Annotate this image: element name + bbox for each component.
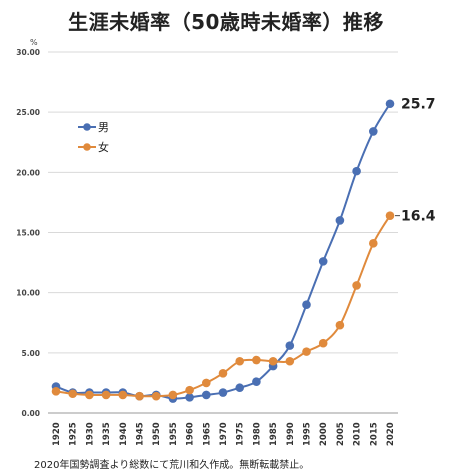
gridlines: [48, 51, 398, 414]
data-point-female: [151, 391, 161, 401]
data-point-male: [235, 383, 244, 393]
y-tick-label: 5.00: [21, 349, 40, 358]
x-tick-label: 1950: [152, 422, 162, 446]
x-tick-label: 1995: [303, 422, 313, 446]
data-point-male: [218, 388, 228, 397]
data-point-female: [118, 390, 128, 400]
x-tick-label: 2010: [353, 422, 363, 446]
data-point-female: [252, 355, 261, 365]
data-point-female: [318, 338, 328, 348]
end-labels: 25.7 16.4: [395, 97, 436, 225]
y-tick-label: 15.00: [16, 229, 40, 238]
x-tick-label: 1935: [102, 422, 112, 446]
y-tick-label: 20.00: [16, 168, 40, 177]
data-point-male: [385, 99, 395, 109]
data-point-female: [285, 356, 295, 366]
data-point-female: [235, 356, 244, 366]
data-point-male: [285, 341, 295, 350]
x-tick-label: 2015: [369, 422, 379, 446]
legend-label: 女: [98, 140, 109, 154]
data-point-female: [85, 390, 94, 400]
data-point-female: [302, 347, 311, 356]
x-tick-label: 1965: [202, 422, 212, 446]
legend: 男女: [78, 121, 109, 154]
data-point-male: [369, 127, 378, 136]
x-axis: 1920 1925 1930 1935 1940 1945 1950 1955 1960 1965…: [52, 422, 396, 446]
data-point-female: [168, 390, 178, 400]
x-tick-label: 1975: [236, 422, 246, 446]
data-point-female: [218, 368, 228, 378]
chart-title: 生涯未婚率（50歳時未婚率）推移: [68, 10, 384, 34]
data-point-male: [318, 257, 328, 266]
y-tick-label: 10.00: [16, 289, 40, 298]
data-point-female: [369, 239, 378, 248]
x-tick-label: 1985: [269, 422, 279, 446]
y-tick-label: 0.00: [21, 409, 40, 418]
data-point-male: [302, 300, 311, 310]
data-point-female: [385, 211, 395, 220]
y-tick-label: 25.00: [16, 108, 40, 117]
legend-marker: [83, 123, 91, 131]
data-point-male: [252, 377, 261, 387]
data-point-male: [352, 166, 361, 176]
data-point-male: [185, 393, 194, 402]
data-point-female: [335, 320, 345, 330]
x-tick-label: 1940: [119, 422, 129, 446]
end-value-label: 16.4: [401, 209, 436, 225]
data-point-female: [268, 356, 278, 366]
y-axis: 0.00 5.00 10.00 15.00 20.00 25.00 30.00%: [16, 38, 40, 418]
x-tick-label: 2005: [336, 422, 346, 446]
x-tick-label: 1920: [52, 422, 62, 446]
data-point-female: [135, 391, 144, 401]
data-point-female: [68, 389, 77, 399]
legend-label: 男: [98, 121, 109, 134]
legend-marker: [83, 143, 91, 151]
data-point-female: [352, 281, 361, 290]
y-axis-unit: %: [30, 38, 38, 47]
x-tick-label: 1970: [219, 422, 229, 446]
x-tick-label: 1990: [286, 422, 296, 446]
x-tick-label: 1955: [169, 422, 179, 446]
series-group: [51, 99, 395, 403]
y-tick-label: 30.00: [16, 48, 40, 57]
x-tick-label: 1960: [186, 422, 196, 446]
x-tick-label: 1980: [252, 422, 262, 446]
x-tick-label: 2020: [386, 422, 396, 446]
data-point-female: [185, 385, 194, 395]
x-tick-label: 1930: [85, 422, 95, 446]
data-point-female: [202, 378, 211, 388]
data-point-female: [51, 387, 61, 396]
x-tick-label: 1945: [136, 422, 146, 446]
end-value-label: 25.7: [401, 97, 436, 113]
data-point-female: [101, 390, 111, 400]
footnote: 2020年国勢調査より総数にて荒川和久作成。無断転載禁止。: [34, 460, 310, 471]
x-tick-label: 2000: [319, 422, 329, 446]
data-point-male: [335, 216, 345, 225]
data-point-male: [202, 390, 211, 400]
x-tick-label: 1925: [69, 422, 79, 446]
